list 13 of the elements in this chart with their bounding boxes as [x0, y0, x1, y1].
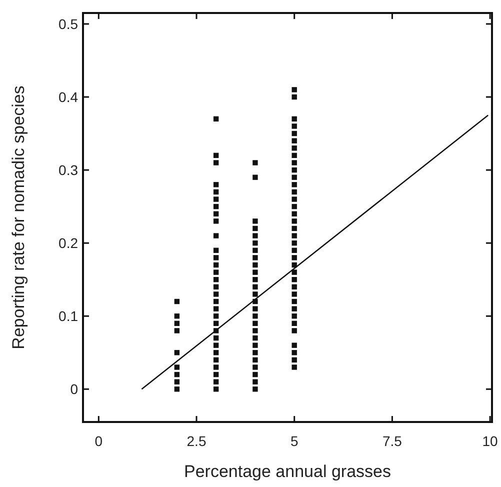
x-tick-label: 2.5	[186, 433, 206, 449]
x-tick-label: 7.5	[382, 433, 402, 449]
y-tick-label: 0.3	[58, 162, 78, 178]
y-tick-label: 0.1	[58, 308, 78, 324]
y-tick-label: 0.4	[58, 88, 78, 105]
x-tick-label: 5	[290, 433, 298, 449]
y-tick-label: 0	[70, 381, 78, 398]
x-axis-title: Percentage annual grasses	[184, 462, 391, 481]
y-axis-title: Reporting rate for nomadic species	[9, 86, 28, 350]
x-tick-label: 0	[94, 433, 103, 449]
y-tick-label: 0.2	[58, 235, 78, 252]
y-tick-label: 0.5	[58, 16, 78, 32]
x-tick-label: 10	[482, 433, 498, 449]
